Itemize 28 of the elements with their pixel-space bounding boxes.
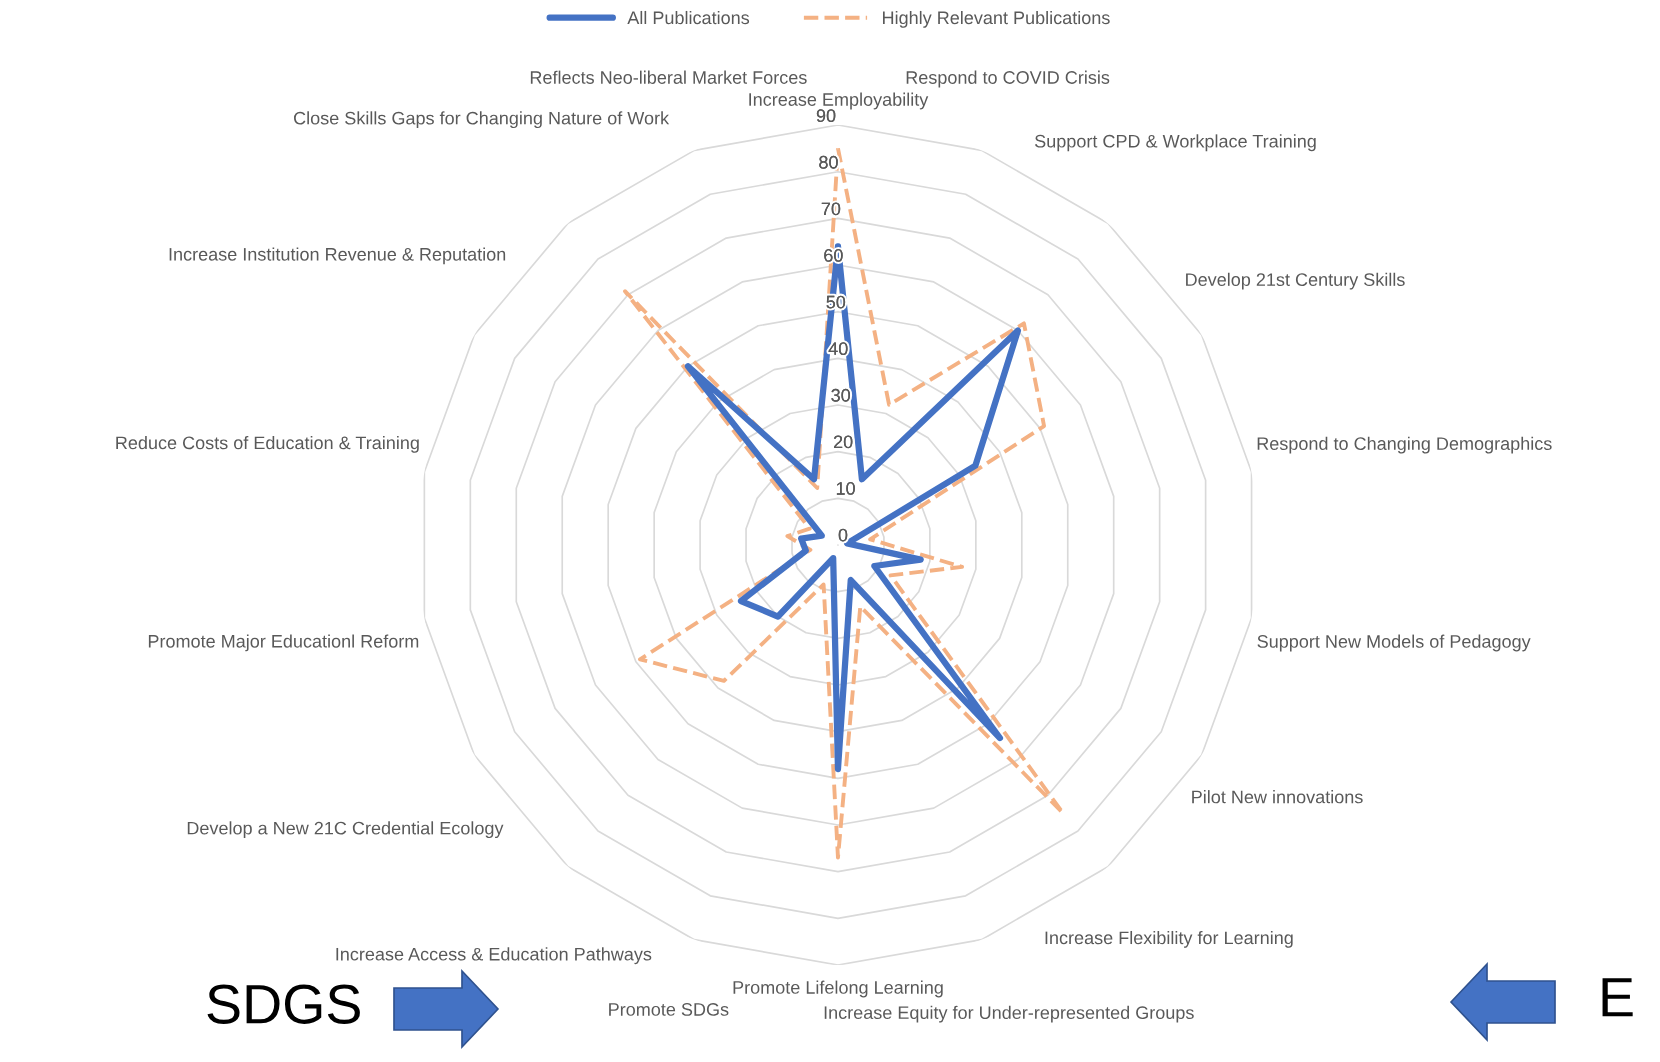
spoke-label: Pilot New innovations: [1192, 790, 1363, 804]
y-tick-label: 30: [831, 388, 851, 402]
spoke-label: Promote Lifelong Learning: [733, 980, 943, 998]
y-tick-label: 20: [833, 435, 853, 449]
spoke-label: Reflects Neo-liberal Market Forces: [530, 70, 807, 84]
text: SDGS: [207, 984, 360, 1024]
spoke-label: Close Skills Gaps for Changing Nature of Work: [294, 111, 670, 129]
spoke-label: Support CPD & Workplace Training: [1035, 134, 1316, 152]
legend-label: All Publications: [627, 10, 750, 25]
y-tick-label: 10: [836, 482, 855, 495]
spoke-label: Reduce Costs of Education & Training: [116, 435, 419, 453]
spoke-label: Increase Flexibility for Learning: [1045, 930, 1293, 948]
spoke-label: Develop a New 21C Credential Ecology: [187, 821, 504, 839]
text: E: [1602, 978, 1633, 1017]
spoke-label: Promote Major Educationl Reform: [148, 634, 419, 652]
y-tick-label: 0: [838, 528, 848, 542]
spoke-label: Increase Access & Education Pathways: [336, 947, 652, 965]
spoke-label: Increase Employability: [749, 92, 929, 110]
spoke-label: Increase Equity for Under-represented Groups: [824, 1005, 1194, 1023]
spoke-label: Respond to COVID Crisis: [906, 70, 1110, 88]
spoke-label: Promote SDGs: [609, 1003, 729, 1016]
legend-label: Highly Relevant Publications: [883, 10, 1110, 28]
spoke-label: Respond to Changing Demographics: [1257, 436, 1552, 454]
spoke-label: Increase Institution Revenue & Reputation: [169, 247, 506, 265]
spoke-label: Develop 21st Century Skills: [1186, 272, 1405, 290]
y-tick-label: 70: [821, 202, 841, 216]
spoke-label: Support New Models of Pedagogy: [1257, 634, 1531, 652]
y-tick-label: 90: [816, 109, 836, 123]
